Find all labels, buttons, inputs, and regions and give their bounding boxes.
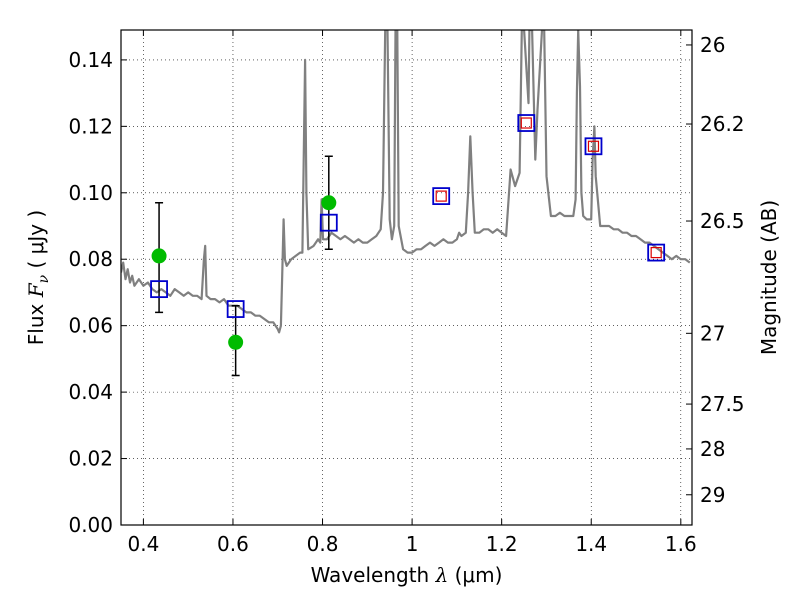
model-square-small	[650, 246, 662, 259]
observed-point	[151, 248, 167, 264]
model-square	[150, 280, 168, 299]
model-square-small	[587, 140, 600, 152]
y2-tick-label: 27	[700, 321, 725, 345]
ticks: 0.4 0.6 0.8 1 1.2 1.4 1.6 0.00 0.02 0.04 0.06 0.08 0…	[68, 30, 745, 556]
y-tick-label: 0.00	[68, 513, 113, 537]
y2-tick-label: 26.2	[700, 112, 745, 136]
observed-point	[321, 195, 337, 211]
model-square-small	[520, 117, 532, 129]
y2-tick-label: 27.5	[700, 392, 745, 416]
y-tick-label: 0.08	[68, 247, 113, 271]
y-tick-label: 0.10	[68, 181, 113, 205]
x-tick-label: 1.6	[665, 532, 697, 556]
y2-tick-label: 26	[700, 33, 725, 57]
y2-tick-label: 26.5	[700, 209, 745, 233]
model-square	[432, 187, 451, 206]
model-square-small	[435, 190, 447, 202]
plot-frame	[120, 29, 693, 526]
y2-tick-label: 29	[700, 483, 725, 507]
spectrum-line	[121, 30, 691, 334]
x-axis-label: Wavelength λ (μm)	[311, 563, 503, 587]
series	[121, 30, 691, 377]
y-tick-label: 0.06	[68, 314, 113, 338]
model-square	[584, 137, 603, 156]
x-tick-label: 0.8	[307, 532, 339, 556]
model-square	[226, 300, 245, 318]
x-tick-label: 1.4	[575, 532, 607, 556]
observed-point	[228, 334, 244, 350]
y2-axis-label: Magnitude (AB)	[757, 200, 781, 355]
y-tick-label: 0.04	[68, 380, 113, 404]
x-tick-label: 0.4	[127, 532, 159, 556]
model-square	[517, 114, 536, 132]
x-tick-label: 0.6	[217, 532, 249, 556]
y-tick-label: 0.12	[68, 114, 113, 138]
y2-tick-label: 28	[700, 437, 725, 461]
x-tick-label: 1	[406, 532, 419, 556]
y-tick-label: 0.02	[68, 447, 113, 471]
grid	[121, 30, 692, 526]
model-square	[647, 243, 666, 262]
y-tick-label: 0.14	[68, 48, 113, 72]
y-axis-label: Flux Fν ( μJy )	[24, 210, 52, 345]
x-tick-label: 1.2	[486, 532, 518, 556]
model-square	[319, 213, 338, 232]
